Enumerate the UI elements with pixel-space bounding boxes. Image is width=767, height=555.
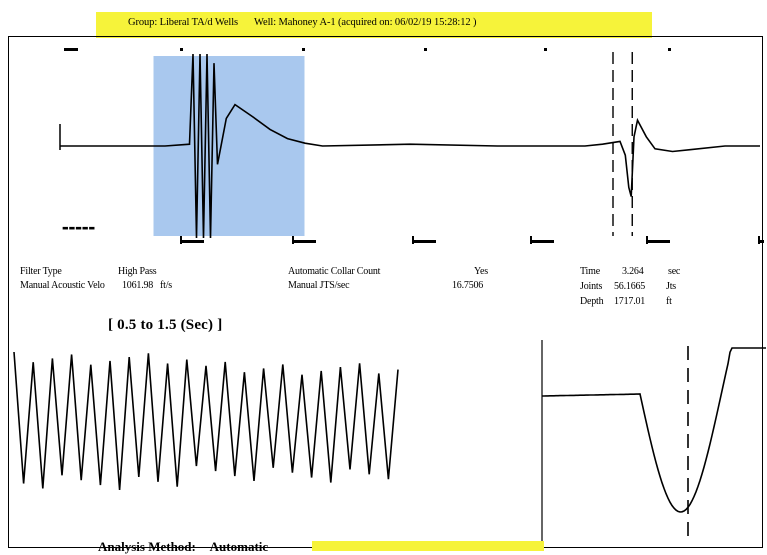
acoustic-trace-line bbox=[60, 53, 760, 239]
top-tick-5 bbox=[544, 48, 547, 51]
manual-jts-value: 16.7506 bbox=[452, 280, 484, 291]
time-label: Time bbox=[580, 266, 600, 277]
joints-unit: Jts bbox=[666, 281, 676, 292]
analysis-label: Analysis Method: bbox=[98, 539, 196, 554]
collar-count-label: Automatic Collar Count bbox=[288, 266, 381, 277]
time-axis-ticks bbox=[64, 48, 764, 244]
selection-region[interactable] bbox=[153, 56, 305, 236]
top-tick-1 bbox=[64, 48, 78, 51]
manual-velocity-unit: ft/s bbox=[160, 280, 172, 291]
analysis-highlight bbox=[312, 541, 544, 551]
analysis-method: Analysis Method: Automatic bbox=[98, 539, 268, 555]
bottom-tick-1 bbox=[180, 236, 182, 244]
bottom-tick-5 bbox=[646, 236, 648, 244]
group-name: Group: Liberal TA/d Wells bbox=[128, 17, 239, 28]
top-tick-3 bbox=[302, 48, 305, 51]
time-value: 3.264 bbox=[622, 266, 644, 277]
collar-markers bbox=[612, 52, 633, 236]
time-unit: sec bbox=[668, 266, 681, 277]
range-label: [ 0.5 to 1.5 (Sec) ] bbox=[108, 317, 223, 333]
zoomed-trace-line bbox=[13, 351, 399, 491]
bottom-tick-label-5 bbox=[648, 240, 670, 243]
manual-jts-label: Manual JTS/sec bbox=[288, 280, 350, 291]
bottom-tick-label-4 bbox=[532, 240, 554, 243]
collar-detail-chart bbox=[541, 340, 766, 548]
page-title: Group: Liberal TA/d Wells Well: Mahoney A… bbox=[128, 17, 477, 28]
manual-velocity-value: 1061.98 bbox=[122, 280, 154, 291]
bottom-tick-label-3 bbox=[414, 240, 436, 243]
analysis-value: Automatic bbox=[209, 539, 269, 554]
bottom-tick-3 bbox=[412, 236, 414, 244]
axis-small-label: ▬▬▬▬▬ bbox=[62, 224, 95, 232]
bottom-tick-4 bbox=[530, 236, 532, 244]
top-tick-2 bbox=[180, 48, 183, 51]
top-tick-6 bbox=[668, 48, 671, 51]
bottom-tick-label-6 bbox=[760, 240, 764, 243]
bottom-tick-label-2 bbox=[294, 240, 316, 243]
bottom-tick-label-1 bbox=[182, 240, 204, 243]
zoomed-trace-chart bbox=[13, 351, 399, 491]
collar-count-value: Yes bbox=[474, 266, 488, 277]
title-highlight bbox=[96, 12, 652, 38]
well-name: Well: Mahoney A-1 (acquired on: 06/02/19… bbox=[254, 17, 477, 28]
manual-velocity-label: Manual Acoustic Velo bbox=[20, 280, 105, 291]
filter-type-label: Filter Type bbox=[20, 266, 62, 277]
filter-type-value: High Pass bbox=[118, 266, 157, 277]
depth-label: Depth bbox=[580, 296, 604, 307]
joints-value: 56.1665 bbox=[614, 281, 646, 292]
bottom-tick-6 bbox=[758, 236, 760, 244]
acoustic-trace-chart: ▬▬▬▬▬ bbox=[59, 48, 764, 244]
depth-unit: ft bbox=[666, 296, 672, 307]
depth-value: 1717.01 bbox=[614, 296, 646, 307]
joints-label: Joints bbox=[580, 281, 603, 292]
collar-detail-line bbox=[542, 347, 766, 513]
bottom-tick-2 bbox=[292, 236, 294, 244]
top-tick-4 bbox=[424, 48, 427, 51]
